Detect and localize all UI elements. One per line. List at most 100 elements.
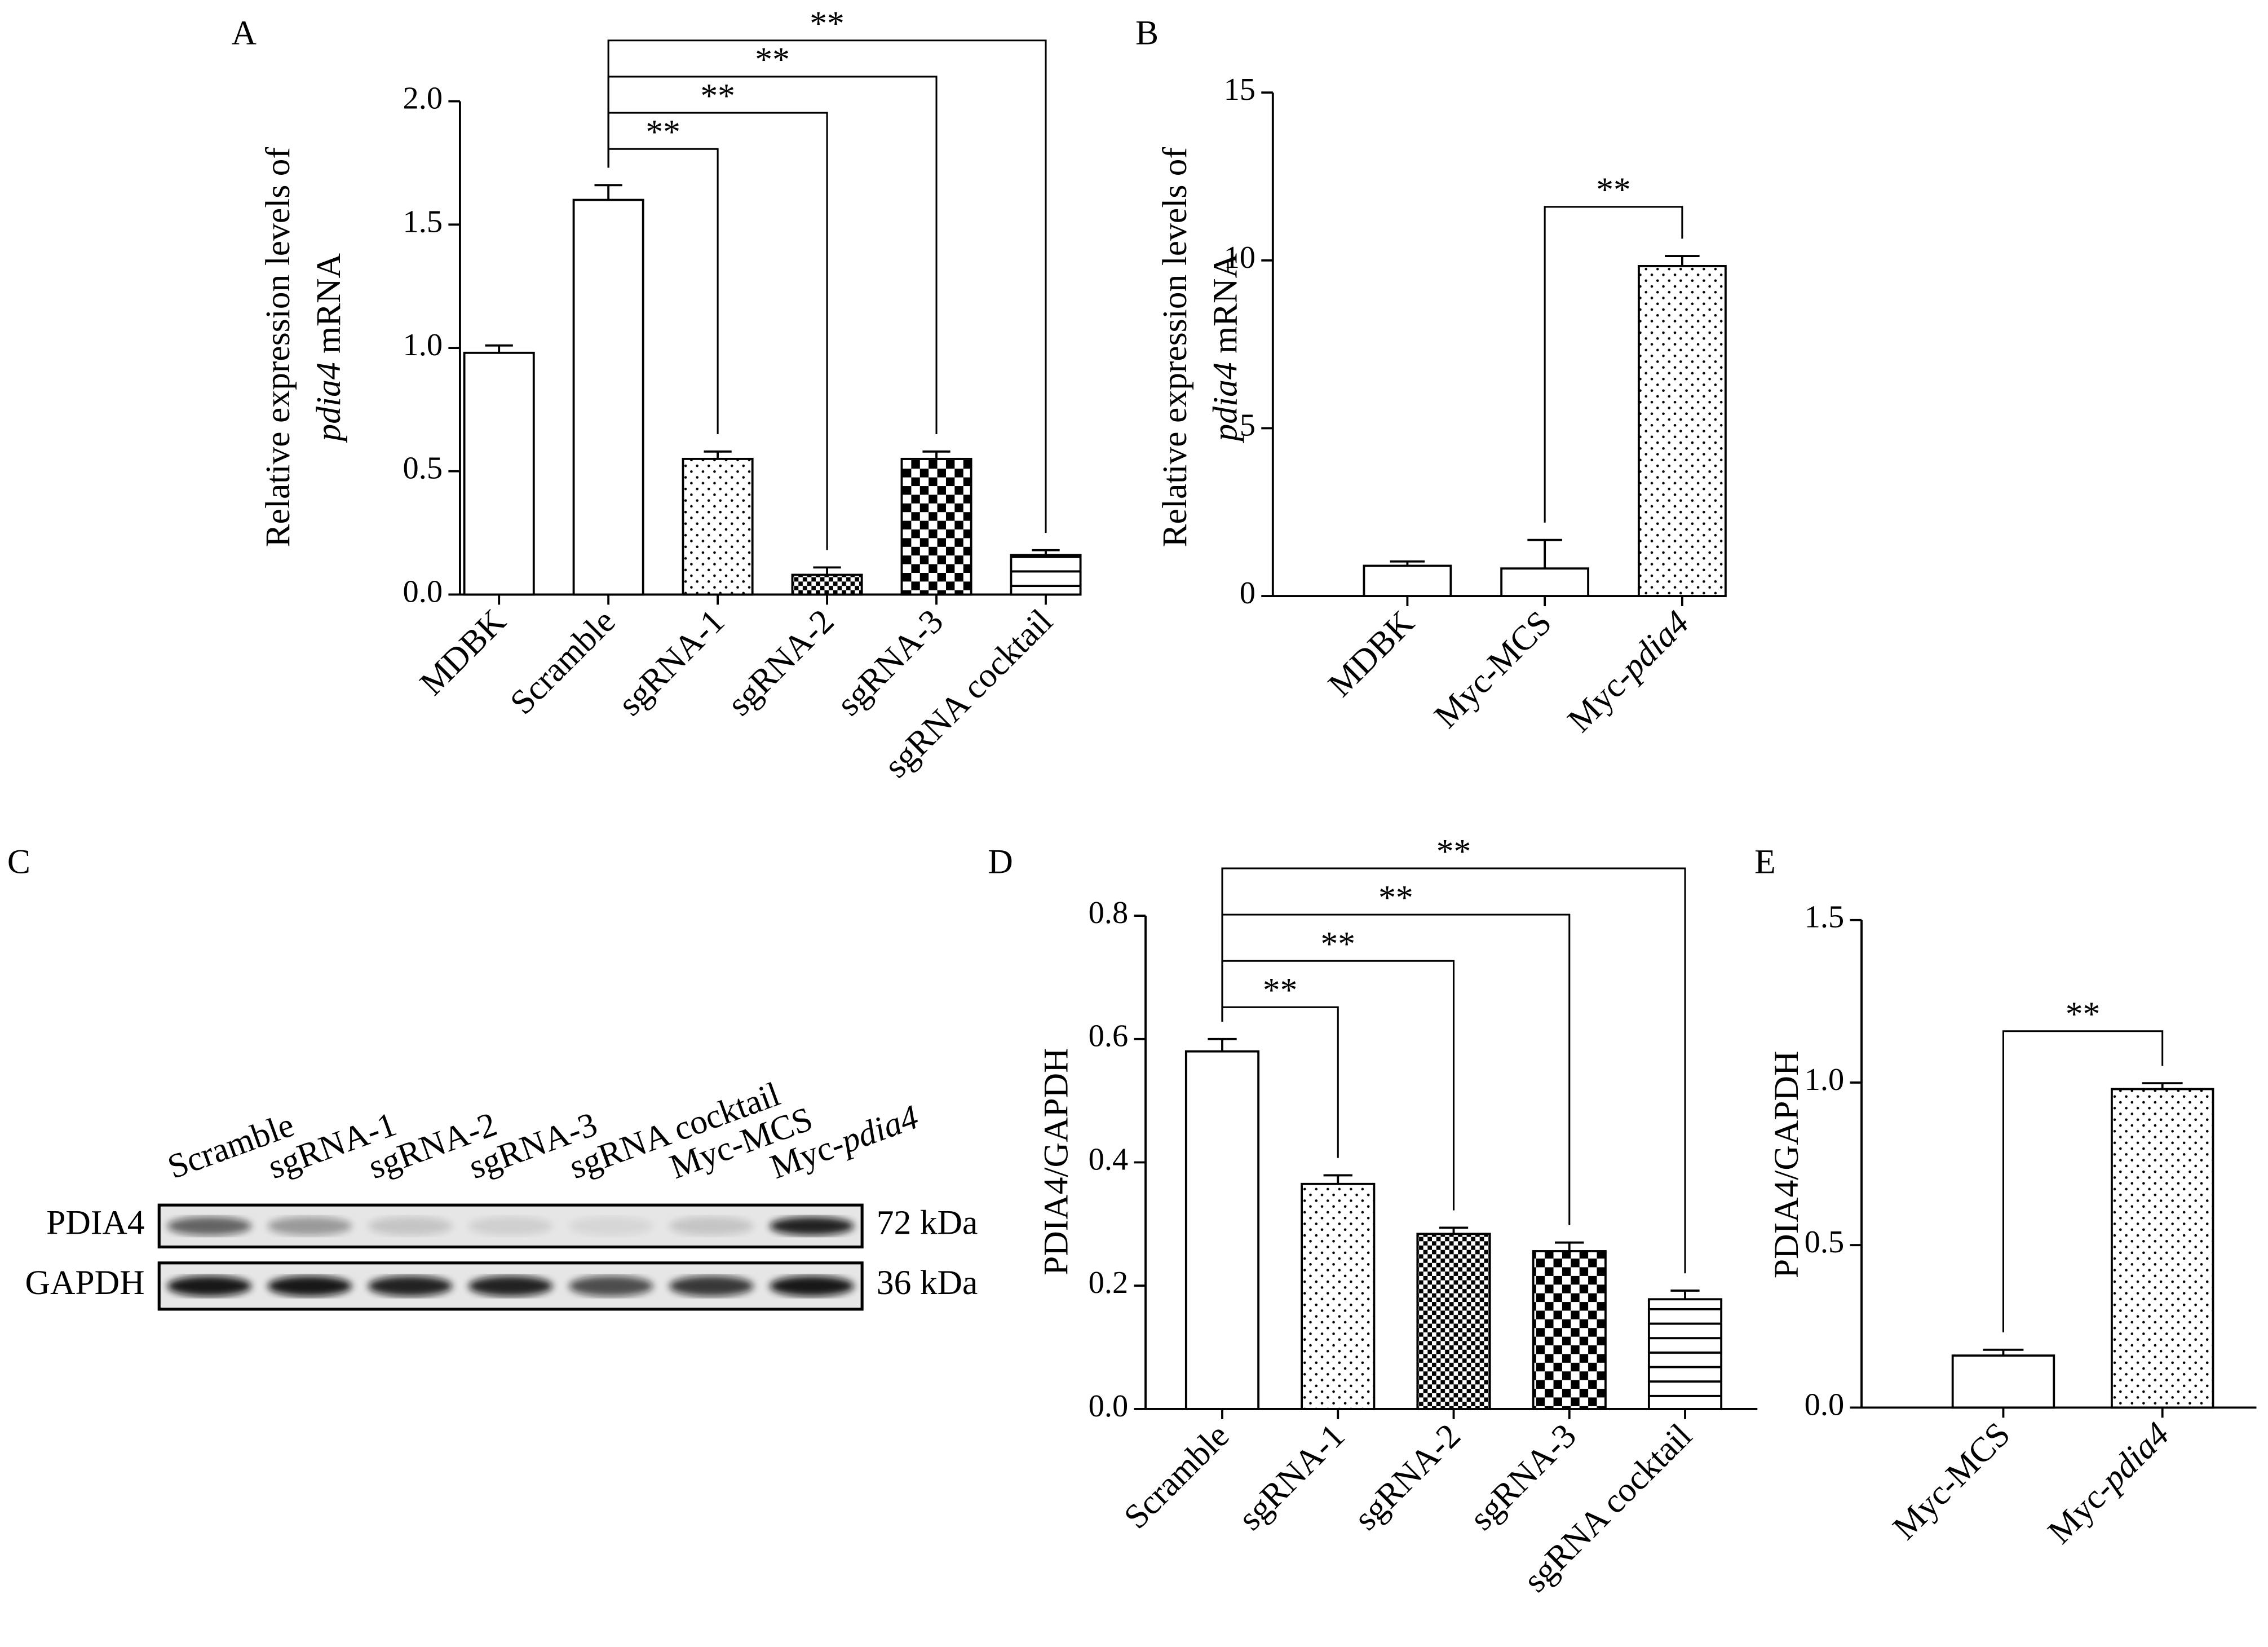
y-tick-label: 0.0: [1805, 1387, 1845, 1422]
significance-label: **: [700, 77, 735, 115]
significance-bracket: [1544, 206, 1683, 523]
bar: [1647, 1298, 1723, 1410]
error-bar: [2142, 1082, 2183, 1089]
blot-band: [770, 1275, 854, 1296]
significance-bracket: [2002, 1030, 2164, 1332]
blot-band: [267, 1275, 352, 1296]
x-tick-label: sgRNA-1: [1231, 1416, 1352, 1538]
blot-band: [569, 1275, 653, 1296]
error-bar: [1439, 1226, 1469, 1234]
significance-label: **: [1263, 971, 1298, 1009]
error-bar: [485, 344, 513, 353]
blot-band: [770, 1217, 854, 1235]
y-axis-label: PDIA4/GAPDH: [1037, 1048, 1075, 1275]
bar: [1416, 1233, 1491, 1410]
y-tick-label: 15: [1224, 72, 1255, 107]
significance-label: **: [1596, 171, 1631, 209]
blot-band: [368, 1217, 453, 1235]
error-bar: [704, 450, 732, 459]
blot-band: [468, 1275, 553, 1296]
y-tick-label: 0.6: [1089, 1019, 1129, 1054]
bar: [1301, 1182, 1376, 1410]
y-axis-label: Relative expression levels of: [259, 147, 297, 547]
y-tick-label: 0.8: [1089, 895, 1129, 930]
y-tick-label: 1.5: [403, 204, 443, 239]
error-bar: [813, 566, 841, 575]
bar: [791, 573, 863, 596]
error-bar: [1670, 1290, 1700, 1300]
bar: [1637, 265, 1727, 597]
blot-band: [468, 1217, 553, 1235]
blot-band: [569, 1217, 653, 1235]
y-axis-label: PDIA4/GAPDH: [1767, 1051, 1806, 1279]
row-label: PDIA4: [46, 1204, 144, 1242]
blot-band: [368, 1275, 453, 1296]
significance-label: **: [2066, 995, 2101, 1033]
x-tick-label: Scramble: [1117, 1416, 1236, 1536]
y-tick-label: 10: [1224, 240, 1255, 275]
panel-letter: A: [232, 14, 257, 52]
x-tick-label: sgRNA-1: [611, 602, 732, 723]
bar: [572, 198, 644, 596]
significance-label: **: [810, 4, 845, 42]
panel: D0.00.20.40.60.8PDIA4/GAPDHScramblesgRNA…: [988, 832, 1758, 1600]
blot-band: [267, 1217, 352, 1235]
x-tick-label: Scramble: [503, 602, 622, 722]
significance-label: **: [755, 41, 790, 79]
x-tick-label: sgRNA-2: [720, 602, 841, 723]
significance-label: **: [1320, 925, 1355, 963]
y-tick-label: 0.5: [1805, 1225, 1845, 1260]
x-tick-label: sgRNA-2: [1347, 1416, 1468, 1538]
significance-label: **: [1436, 832, 1471, 871]
x-tick-label: Myc-pdia4: [2040, 1415, 2177, 1552]
panel: B 0 5 10 15 Relative expression levels of pdia…: [1135, 14, 1727, 740]
error-bar: [1390, 560, 1425, 566]
bar: [1532, 1250, 1607, 1410]
x-tick-label: Myc-MCS: [1427, 603, 1559, 735]
y-tick-label: 0.0: [1089, 1389, 1129, 1424]
bar: [1363, 564, 1452, 597]
panel-letter: E: [1754, 842, 1776, 881]
error-bar: [1032, 549, 1060, 555]
significance-label: **: [646, 113, 680, 151]
bar: [1010, 554, 1082, 596]
error-bar: [922, 450, 950, 459]
x-tick-label: MDBK: [413, 602, 514, 703]
row-size: 36 kDa: [877, 1264, 978, 1302]
bar: [1951, 1354, 2055, 1409]
y-tick-label: 1.0: [1805, 1062, 1845, 1097]
error-bar: [1555, 1241, 1584, 1251]
y-tick-label: 1.5: [1805, 900, 1845, 935]
panel-letter: B: [1135, 14, 1159, 52]
x-tick-label: MDBK: [1321, 603, 1422, 704]
error-bar: [1665, 255, 1700, 266]
error-bar: [1527, 538, 1562, 569]
error-bar: [1208, 1037, 1237, 1052]
y-tick-label: 5: [1240, 408, 1255, 443]
bar: [900, 457, 972, 596]
blot-band: [167, 1275, 252, 1296]
error-bar: [594, 184, 622, 200]
x-tick-label: sgRNA-3: [1462, 1416, 1584, 1538]
bar: [1500, 567, 1590, 597]
error-bar: [1323, 1174, 1352, 1184]
significance-bracket: [607, 39, 1047, 533]
error-bar: [1983, 1348, 2024, 1356]
panel: E 0.0 0.5 1.0 1.5 PDIA4/GAPDH Myc-MCS Myc-pdia4…: [1754, 842, 2257, 1552]
y-axis-label: pdia4 mRNA: [1206, 253, 1245, 444]
y-axis-label: pdia4 mRNA: [310, 253, 348, 443]
y-tick-label: 1.0: [403, 328, 443, 363]
panel: A 0.0 0.5 1.0 1.5 2.0 Relative expression leve…: [232, 4, 1082, 785]
bar: [682, 457, 754, 596]
bar: [1184, 1050, 1260, 1410]
bar: [463, 351, 535, 596]
significance-bracket: [1221, 867, 1686, 1274]
y-tick-label: 2.0: [403, 81, 443, 116]
x-tick-label: Myc-MCS: [1885, 1415, 2017, 1547]
y-tick-label: 0.0: [403, 574, 443, 609]
y-tick-label: 0.5: [403, 451, 443, 486]
x-tick-label: Myc-pdia4: [1560, 603, 1697, 740]
